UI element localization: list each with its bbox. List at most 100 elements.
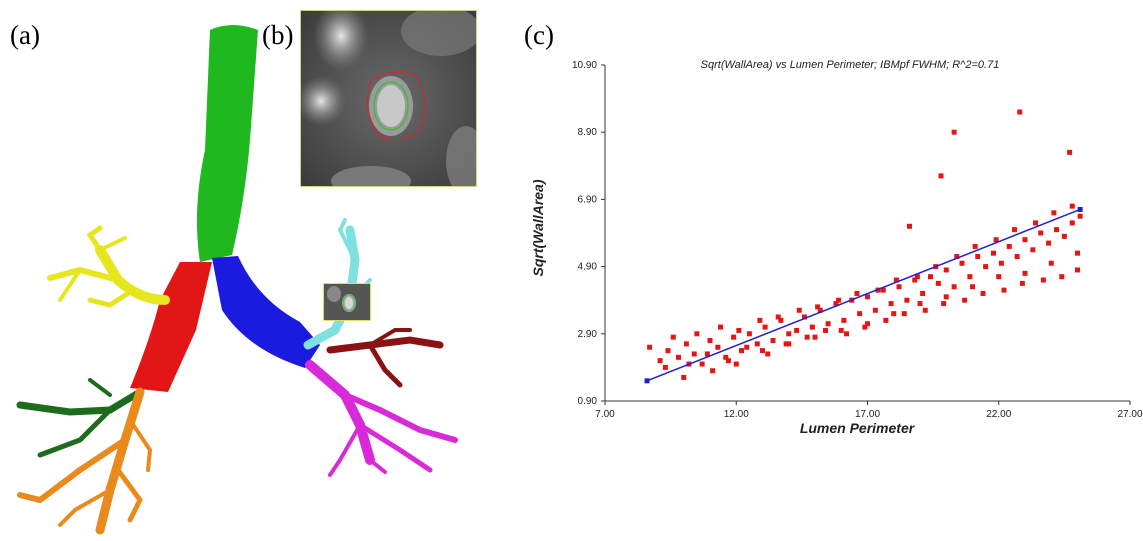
right-upper-lobe-branches: [47, 225, 170, 308]
data-point: [854, 290, 860, 296]
data-point: [951, 129, 957, 135]
data-point: [951, 284, 957, 290]
data-point: [760, 348, 765, 354]
y-tick-label: 4.90: [578, 262, 598, 273]
data-point: [993, 237, 999, 243]
data-point: [812, 334, 818, 340]
x-tick-label: 7.00: [595, 409, 615, 420]
data-point: [996, 274, 1002, 280]
left-main-bronchus: [212, 256, 320, 368]
data-point: [647, 344, 653, 350]
data-point: [1054, 227, 1059, 233]
data-point: [744, 344, 750, 350]
y-axis-title: Sqrt(WallArea): [530, 179, 546, 276]
data-point: [991, 250, 996, 256]
airway-tree-rendering: [16, 25, 458, 535]
data-point: [1022, 270, 1028, 276]
data-point: [1038, 230, 1044, 236]
data-point: [823, 327, 828, 333]
data-point: [972, 243, 978, 249]
data-point: [662, 364, 668, 370]
data-point: [1077, 213, 1083, 219]
chart-title: Sqrt(WallArea) vs Lumen Perimeter; IBMpf…: [701, 59, 1000, 71]
data-point: [736, 327, 742, 333]
inner-lumen-contour: [373, 81, 409, 131]
data-point: [723, 354, 729, 360]
data-point: [657, 358, 663, 364]
data-point: [815, 304, 821, 310]
data-point: [1006, 243, 1012, 249]
data-point: [954, 254, 960, 260]
right-lower-lobe-branches: [17, 387, 153, 535]
data-point: [833, 301, 839, 307]
y-tick-label: 0.90: [578, 396, 598, 407]
data-point: [1001, 287, 1007, 293]
data-point: [983, 264, 989, 270]
data-point: [699, 361, 705, 367]
data-point: [707, 338, 713, 344]
data-point: [739, 348, 744, 354]
x-tick-label: 12.00: [724, 409, 749, 420]
data-point: [975, 254, 981, 260]
data-point: [901, 311, 907, 317]
data-point: [896, 284, 902, 290]
data-point: [676, 354, 681, 360]
data-point: [783, 341, 789, 347]
data-point: [746, 331, 752, 337]
data-point: [1075, 267, 1080, 273]
trachea-segment: [196, 25, 258, 262]
left-lingula-branches: [326, 328, 444, 388]
data-point: [770, 338, 776, 344]
data-point: [943, 294, 949, 300]
data-point: [681, 374, 687, 380]
data-point: [1059, 274, 1065, 280]
data-point: [862, 324, 868, 330]
regression-endpoint: [1077, 206, 1083, 212]
data-point: [694, 331, 700, 337]
data-point: [838, 327, 844, 333]
data-point: [1067, 149, 1073, 155]
y-tick-label: 8.90: [578, 127, 598, 138]
data-point: [865, 321, 870, 327]
regression-endpoint: [644, 378, 650, 384]
data-point: [802, 314, 807, 320]
data-point: [938, 173, 944, 179]
data-point: [715, 344, 721, 350]
data-point: [804, 334, 810, 340]
data-point: [844, 331, 849, 337]
right-middle-lobe-branches: [16, 378, 144, 458]
data-point: [1040, 277, 1046, 283]
data-point: [922, 307, 928, 313]
data-point: [907, 223, 912, 229]
data-point: [775, 314, 781, 320]
data-point: [817, 307, 823, 313]
data-point: [917, 301, 923, 307]
data-point: [967, 274, 973, 280]
data-point: [1075, 250, 1080, 256]
y-tick-label: 6.90: [578, 194, 598, 205]
data-point: [754, 341, 760, 347]
data-point: [809, 324, 815, 330]
plot-area: [644, 109, 1083, 384]
data-point: [796, 307, 802, 313]
data-point: [786, 341, 792, 347]
data-point: [1030, 247, 1036, 253]
data-point: [970, 284, 975, 290]
data-point: [733, 361, 739, 367]
data-point: [825, 321, 831, 327]
data-point: [959, 260, 965, 266]
data-point: [935, 280, 941, 286]
left-lower-lobe-branches: [305, 360, 458, 477]
data-point: [670, 334, 676, 340]
data-point: [1019, 280, 1025, 286]
data-point: [718, 324, 723, 330]
panel-label-c: (c): [524, 20, 554, 50]
y-axis: 0.90 2.90 4.90 6.90 8.90 10.90: [572, 60, 606, 407]
data-point: [704, 351, 710, 357]
data-point: [865, 294, 870, 300]
x-tick-label: 27.00: [1117, 409, 1142, 420]
x-tick-label: 17.00: [855, 409, 880, 420]
data-point: [962, 297, 968, 303]
data-point: [757, 317, 763, 323]
data-point: [665, 348, 671, 354]
